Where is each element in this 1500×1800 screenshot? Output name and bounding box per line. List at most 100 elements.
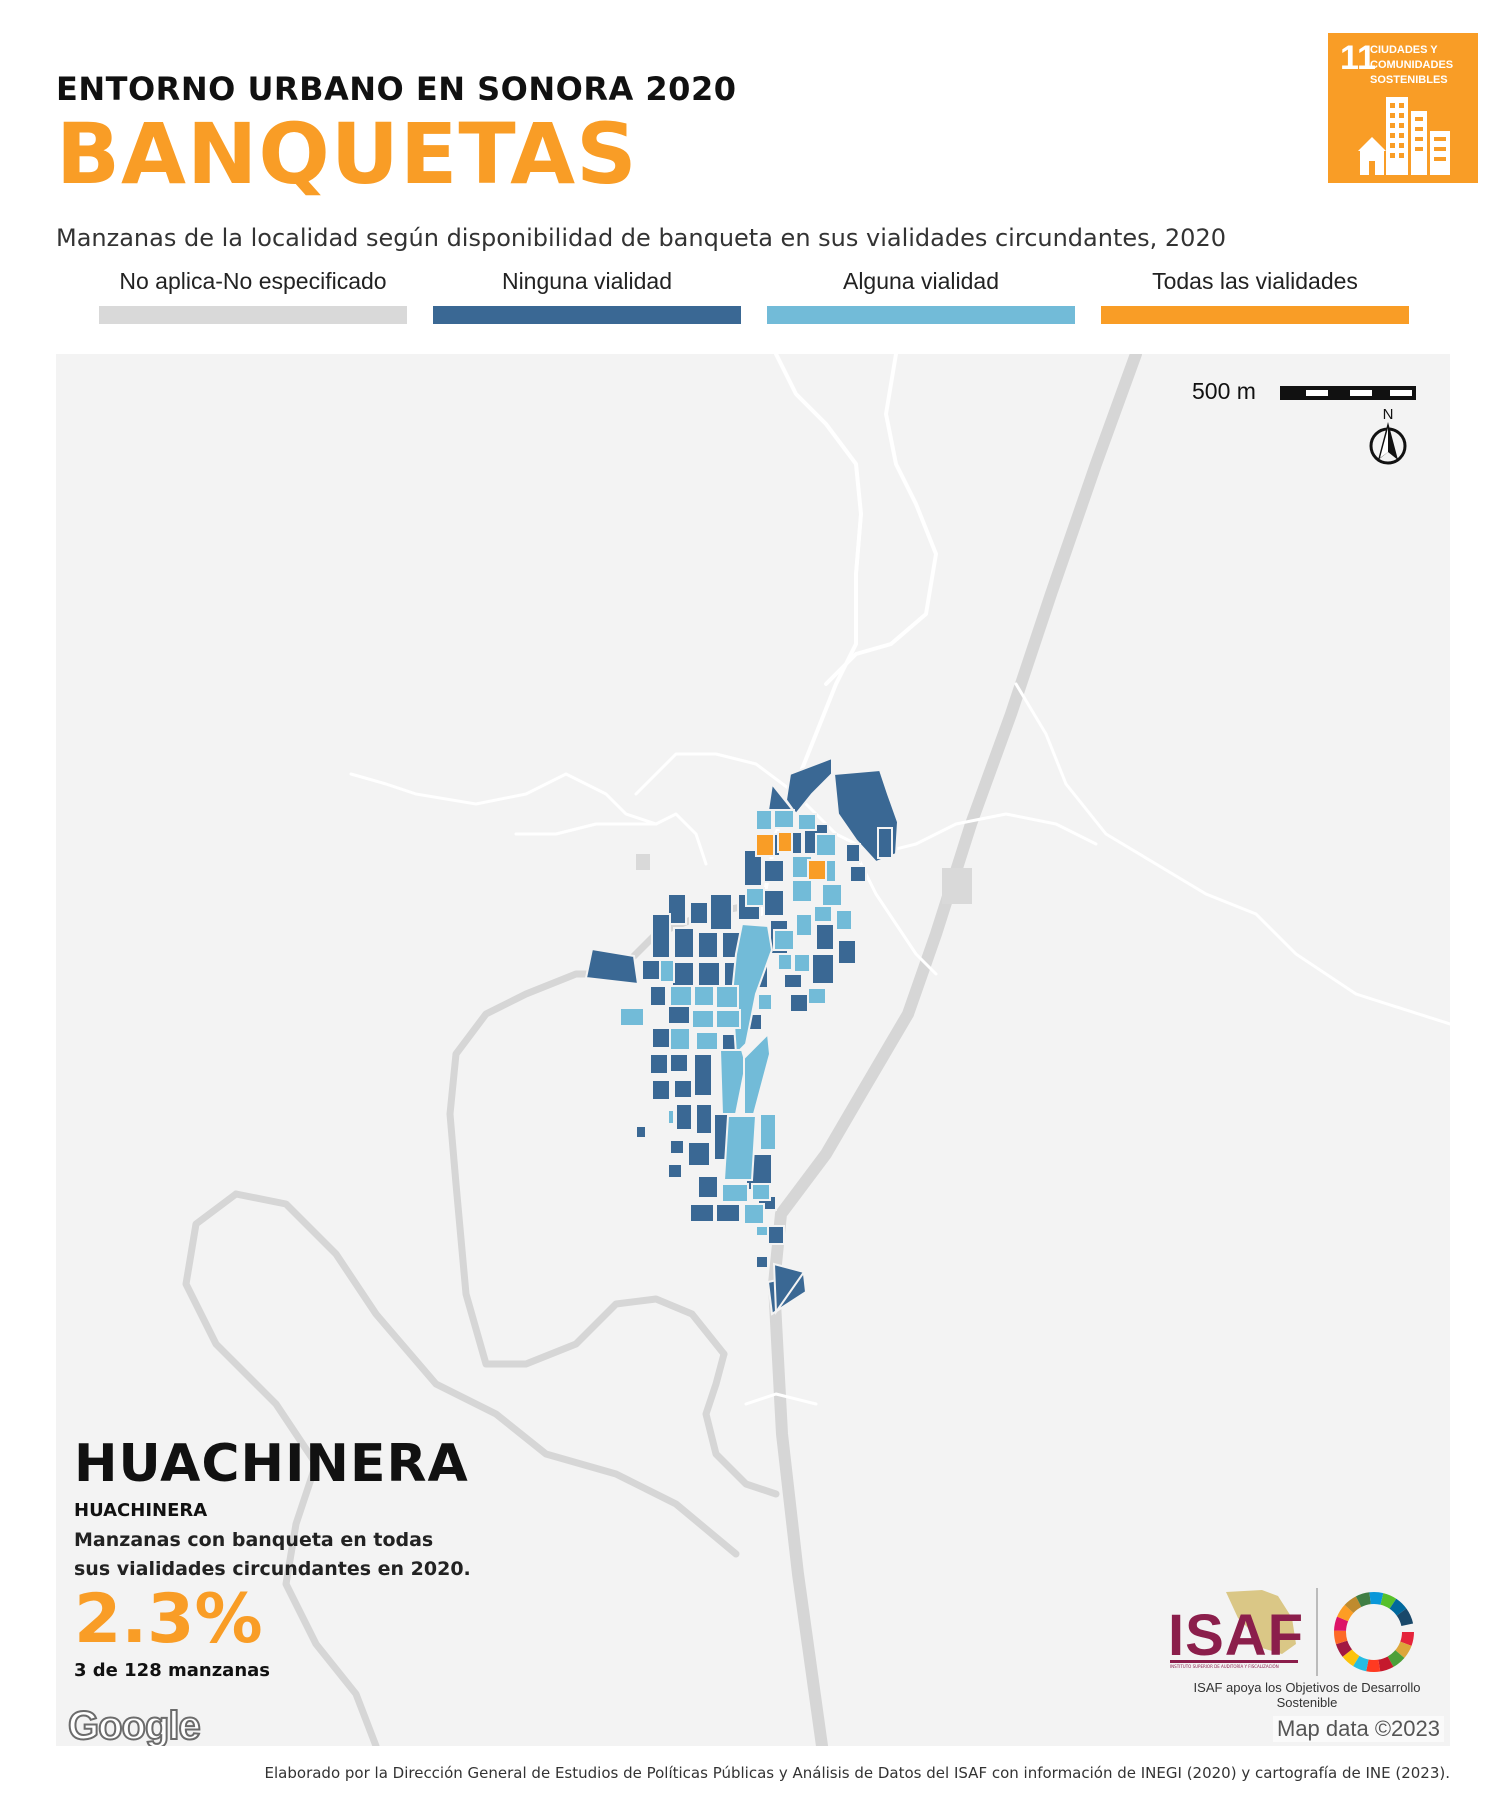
block-no-aplica bbox=[636, 854, 650, 870]
block-ninguna bbox=[689, 1203, 715, 1223]
legend-item-todas: Todas las vialidades bbox=[1101, 268, 1409, 324]
block-alguna bbox=[721, 1183, 749, 1203]
highway-road bbox=[768, 354, 1142, 1746]
block-alguna bbox=[821, 883, 843, 907]
minor-road bbox=[854, 852, 938, 976]
block-alguna bbox=[813, 905, 833, 923]
block-ninguna bbox=[635, 1125, 647, 1139]
secondary-road bbox=[702, 1350, 780, 1498]
block-ninguna bbox=[667, 1005, 691, 1025]
block-ninguna bbox=[675, 1103, 693, 1131]
block-alguna bbox=[755, 809, 773, 831]
locality-count: 3 de 128 manzanas bbox=[74, 1660, 271, 1681]
block-todas bbox=[755, 833, 775, 857]
map-canvas[interactable] bbox=[56, 354, 1450, 1746]
legend-item-no-aplica: No aplica-No especificado bbox=[99, 268, 407, 324]
sdg-number: 11 bbox=[1340, 39, 1376, 77]
block-alguna bbox=[619, 1007, 645, 1027]
block-ninguna bbox=[673, 927, 695, 959]
block-no-aplica bbox=[942, 868, 972, 904]
block-alguna bbox=[773, 809, 795, 829]
block-alguna bbox=[730, 922, 774, 1057]
locality-description: Manzanas con banqueta en todas sus viali… bbox=[74, 1529, 471, 1580]
block-ninguna bbox=[837, 939, 857, 965]
block-ninguna bbox=[649, 985, 667, 1007]
block-alguna bbox=[718, 1049, 748, 1115]
block-ninguna bbox=[789, 993, 809, 1013]
block-alguna bbox=[743, 1031, 772, 1115]
block-alguna bbox=[797, 813, 817, 831]
block-alguna bbox=[757, 993, 773, 1011]
block-alguna bbox=[815, 833, 837, 857]
block-todas bbox=[807, 859, 827, 881]
block-ninguna bbox=[651, 1027, 671, 1049]
block-alguna bbox=[743, 1203, 765, 1225]
block-ninguna bbox=[811, 953, 835, 985]
block-alguna bbox=[759, 1113, 777, 1151]
block-ninguna bbox=[763, 859, 785, 883]
city-buildings-icon bbox=[1358, 97, 1450, 175]
block-alguna bbox=[667, 1109, 675, 1125]
block-ninguna bbox=[584, 947, 640, 986]
block-ninguna bbox=[687, 1141, 711, 1167]
locality-percentage: 2.3% bbox=[74, 1580, 263, 1659]
legend-swatch bbox=[1101, 306, 1409, 324]
scale-ruler bbox=[1280, 386, 1416, 400]
block-ninguna bbox=[763, 889, 785, 917]
legend-swatch bbox=[767, 306, 1075, 324]
sdg-11-badge: 11 CIUDADES Y COMUNIDADES SOSTENIBLES bbox=[1328, 33, 1478, 183]
block-ninguna bbox=[697, 1175, 719, 1199]
minor-road bbox=[744, 1392, 818, 1406]
block-alguna bbox=[777, 953, 793, 971]
block-ninguna bbox=[783, 973, 803, 989]
block-alguna bbox=[659, 959, 675, 983]
block-ninguna bbox=[673, 1079, 693, 1099]
minor-road bbox=[634, 752, 878, 856]
block-ninguna bbox=[667, 893, 687, 925]
block-ninguna bbox=[849, 865, 867, 883]
page-title: BANQUETAS bbox=[56, 105, 638, 203]
isaf-caption: ISAF apoya los Objetivos de Desarrollo S… bbox=[1193, 1680, 1421, 1710]
block-ninguna bbox=[695, 1103, 713, 1135]
block-ninguna bbox=[697, 961, 721, 987]
legend-swatch bbox=[99, 306, 407, 324]
block-ninguna bbox=[651, 1079, 671, 1101]
municipality-name: HUACHINERA bbox=[74, 1500, 208, 1521]
block-ninguna bbox=[669, 1053, 689, 1073]
block-alguna bbox=[715, 1009, 741, 1029]
north-arrow-icon bbox=[1369, 422, 1407, 465]
secondary-road bbox=[232, 1190, 740, 1558]
block-ninguna bbox=[651, 913, 671, 959]
block-alguna bbox=[669, 985, 693, 1007]
legend-label: Ninguna vialidad bbox=[501, 268, 673, 294]
block-alguna bbox=[722, 1115, 758, 1181]
block-alguna bbox=[745, 887, 765, 907]
legend-label: Todas las vialidades bbox=[1152, 268, 1358, 294]
block-ninguna bbox=[715, 1203, 741, 1223]
logo-divider bbox=[1316, 1588, 1318, 1676]
block-alguna bbox=[755, 1225, 769, 1237]
block-ninguna bbox=[697, 931, 719, 959]
block-ninguna bbox=[667, 1163, 683, 1179]
block-alguna bbox=[669, 1027, 691, 1051]
north-label: N bbox=[1382, 406, 1394, 423]
block-ninguna bbox=[693, 1053, 713, 1097]
minor-road bbox=[349, 772, 708, 866]
block-alguna bbox=[715, 985, 739, 1009]
scale-bar: 500 m bbox=[1192, 376, 1422, 416]
north-arrow: N bbox=[1364, 406, 1412, 468]
isaf-logo-block: ISAF INSTITUTO SUPERIOR DE AUDITORÍA Y F… bbox=[1162, 1588, 1450, 1710]
block-ninguna bbox=[772, 1262, 806, 1315]
block-ninguna bbox=[743, 849, 763, 887]
map-panel[interactable]: 500 m N HUACHINERA HUACHINERA Manzanas c… bbox=[56, 354, 1450, 1746]
block-todas bbox=[777, 831, 793, 853]
block-ninguna bbox=[845, 843, 861, 863]
block-alguna bbox=[751, 1183, 771, 1201]
secondary-road bbox=[182, 1190, 380, 1746]
block-ninguna bbox=[877, 827, 893, 859]
map-data-attribution[interactable]: Map data ©2023 bbox=[1273, 1716, 1444, 1742]
legend-item-alguna: Alguna vialidad bbox=[767, 268, 1075, 324]
minor-road bbox=[874, 812, 1098, 856]
isaf-subtext: INSTITUTO SUPERIOR DE AUDITORÍA Y FISCAL… bbox=[1170, 1664, 1279, 1669]
block-alguna bbox=[807, 987, 827, 1005]
